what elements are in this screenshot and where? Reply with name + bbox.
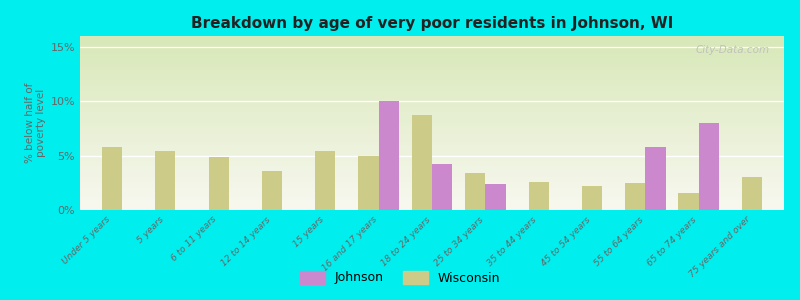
Bar [465,173,486,210]
Bar [698,123,719,210]
Bar [582,186,602,210]
Text: City-Data.com: City-Data.com [696,45,770,55]
Title: Breakdown by age of very poor residents in Johnson, WI: Breakdown by age of very poor residents … [191,16,673,31]
Bar [358,156,378,210]
Bar [262,171,282,210]
Bar [432,164,452,210]
Bar [646,147,666,210]
Bar [678,193,698,210]
Bar [155,151,175,210]
Bar [625,183,646,210]
Bar [486,184,506,210]
Bar [412,116,432,210]
Bar [209,157,229,210]
Bar [315,151,335,210]
Bar [102,147,122,210]
Bar [378,101,399,210]
Legend: Johnson, Wisconsin: Johnson, Wisconsin [294,265,506,291]
Bar [529,182,549,210]
Bar [742,177,762,210]
Y-axis label: % below half of
poverty level: % below half of poverty level [25,83,46,163]
